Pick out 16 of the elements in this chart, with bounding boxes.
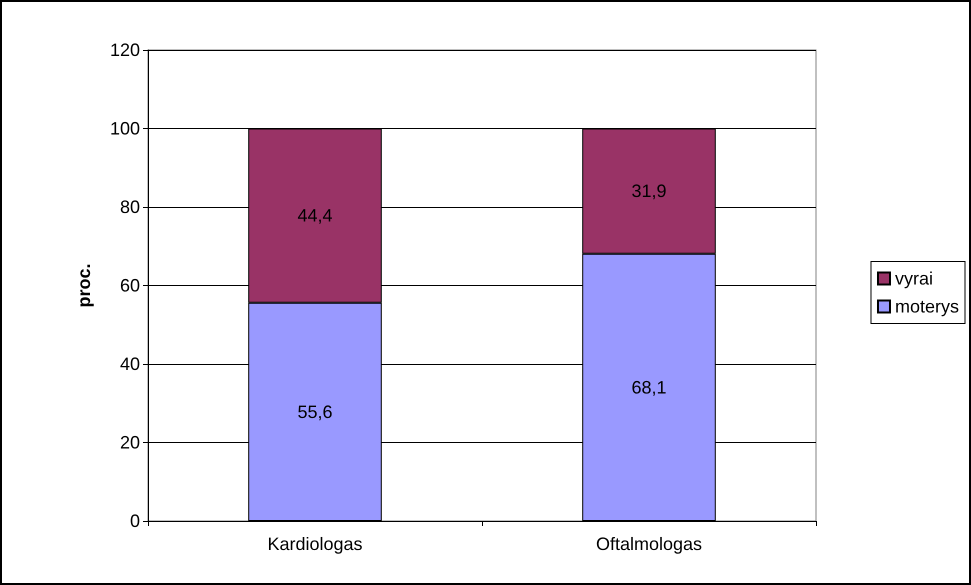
y-axis-title: proc. — [74, 263, 94, 308]
x-tick-label: Oftalmologas — [596, 534, 702, 554]
y-tick-label: 0 — [130, 511, 140, 531]
legend-label: vyrai — [894, 268, 934, 288]
y-tick-label: 20 — [120, 432, 140, 452]
legend-label: moterys — [894, 296, 960, 316]
y-tick-label: 40 — [120, 354, 140, 374]
x-tick-label: Kardiologas — [267, 534, 363, 554]
data-label: 68,1 — [631, 377, 667, 398]
y-tick-label: 100 — [110, 118, 140, 138]
data-label: 44,4 — [297, 206, 333, 226]
data-label: 31,9 — [631, 181, 667, 202]
y-tick-label: 60 — [120, 276, 140, 296]
y-tick-label: 120 — [110, 40, 140, 60]
y-tick-label: 80 — [120, 197, 140, 217]
data-label: 55,6 — [297, 402, 333, 422]
